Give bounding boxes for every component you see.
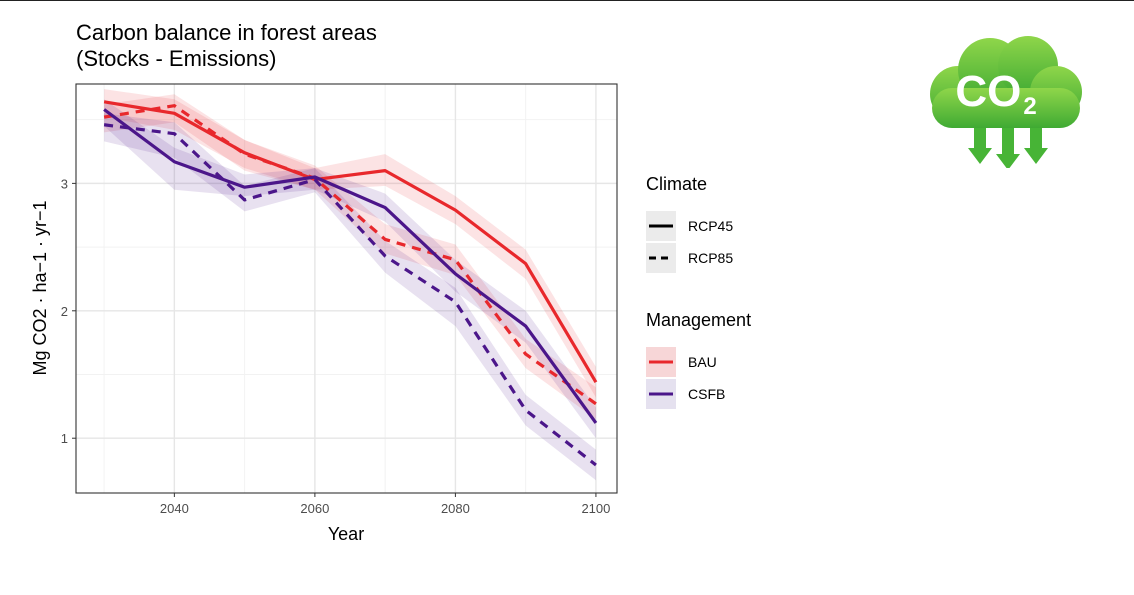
legend-key-solid (646, 211, 676, 241)
top-border-line (0, 0, 1134, 1)
bau-line-swatch (646, 347, 676, 377)
y-axis: 1 2 3 (61, 176, 76, 446)
csfb-line-swatch (646, 379, 676, 409)
x-axis-title: Year (328, 524, 364, 544)
y-axis-title-text: Mg CO2 · ha−1 · yr−1 (30, 200, 50, 375)
band-csfb-rcp45 (104, 99, 596, 439)
legend-label-csfb: CSFB (688, 386, 726, 402)
legend-item-csfb: CSFB (646, 379, 751, 411)
plot-panel-border (75, 83, 618, 494)
chart-title-line-1: Carbon balance in forest areas (76, 20, 377, 45)
x-axis: 2040 2060 2080 2100 (160, 493, 610, 516)
y-tick-label: 3 (61, 176, 68, 191)
co2-cloud-shape (930, 36, 1082, 128)
x-tick-label: 2080 (441, 501, 470, 516)
confidence-bands (104, 89, 596, 481)
x-tick-label: 2040 (160, 501, 189, 516)
line-bau-rcp45 (103, 100, 598, 383)
y-axis-title: Mg CO2 · ha−1 · yr−1 (30, 200, 50, 375)
co2-text: CO2 (955, 67, 1036, 120)
legend-item-rcp45: RCP45 (646, 211, 733, 243)
legend-label-bau: BAU (688, 354, 717, 370)
chart-title: Carbon balance in forest areas (Stocks -… (76, 20, 377, 72)
legend-management-title: Management (646, 310, 752, 330)
legend-item-rcp85: RCP85 (646, 243, 733, 275)
legend-climate: Climate RCP45 RCP85 (646, 174, 733, 275)
legend-management: Management BAU CSFB (646, 310, 751, 411)
line-csfb-rcp85 (103, 123, 597, 467)
legend-label-rcp45: RCP45 (688, 218, 734, 234)
dashed-line-swatch (649, 256, 673, 260)
co2-cloud-icon: CO2 (930, 36, 1082, 168)
y-tick-label: 1 (61, 431, 68, 446)
line-bau-rcp85 (103, 104, 597, 406)
y-tick-label: 2 (61, 304, 68, 319)
legend-key-csfb (646, 379, 676, 409)
legend-climate-title: Climate (646, 174, 708, 194)
legend-item-bau: BAU (646, 347, 751, 379)
legend-key-dashed (646, 243, 676, 273)
grid-major (76, 84, 617, 493)
x-tick-label: 2100 (581, 501, 610, 516)
chart-title-line-2: (Stocks - Emissions) (76, 46, 277, 71)
solid-line-swatch (649, 224, 673, 228)
band-csfb-rcp85 (104, 113, 596, 481)
series-lines (103, 100, 598, 467)
legend-key-bau (646, 347, 676, 377)
x-tick-label: 2060 (300, 501, 329, 516)
legend-label-rcp85: RCP85 (688, 250, 734, 266)
line-csfb-rcp45 (103, 108, 598, 424)
grid-minor (76, 84, 617, 493)
